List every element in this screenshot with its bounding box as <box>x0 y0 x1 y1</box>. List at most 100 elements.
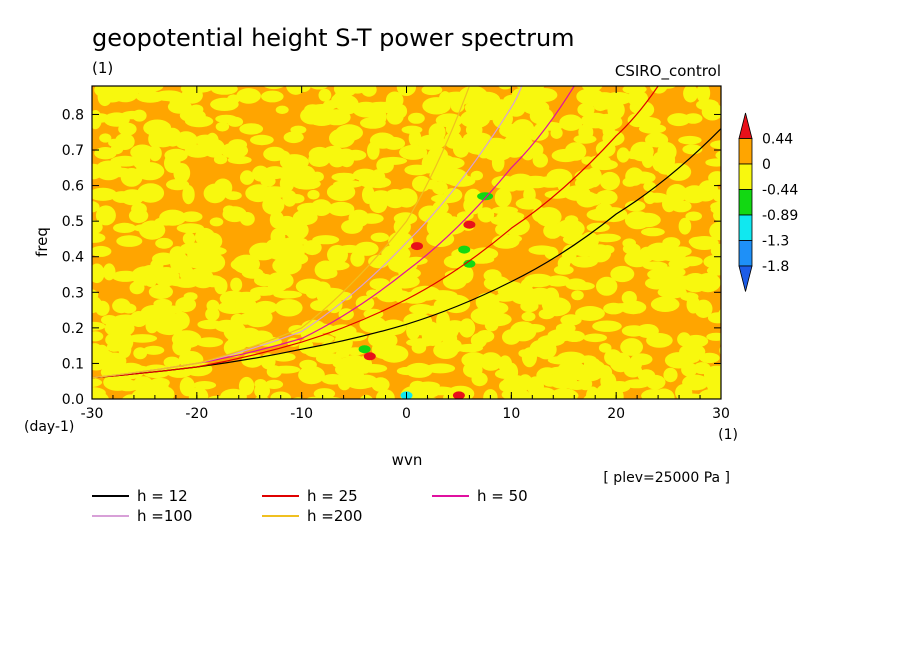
field-patch <box>595 190 618 205</box>
field-patch <box>358 213 384 224</box>
field-patch <box>214 277 228 295</box>
field-patch <box>719 363 721 373</box>
field-patch <box>719 280 721 286</box>
field-patch <box>412 175 431 192</box>
field-patch <box>152 252 176 266</box>
field-patch <box>386 109 404 125</box>
field-patch <box>483 389 498 399</box>
field-patch <box>289 194 305 204</box>
field-patch <box>203 232 223 250</box>
field-patch <box>521 391 551 399</box>
field-patch <box>724 114 738 130</box>
field-patch <box>376 389 395 399</box>
field-patch <box>710 243 721 258</box>
x-tick-label: -20 <box>185 406 208 422</box>
field-patch <box>715 150 721 160</box>
field-patch <box>220 142 249 159</box>
field-patch <box>592 320 622 332</box>
field-patch <box>369 195 388 214</box>
field-patch <box>521 347 538 368</box>
colorbar-swatch <box>738 214 753 241</box>
field-patch <box>203 138 225 158</box>
field-patch <box>231 401 243 414</box>
field-patch <box>159 209 187 226</box>
field-patch <box>610 265 635 283</box>
field-patch <box>502 329 521 345</box>
x-tick-label: 20 <box>607 406 625 422</box>
field-patch <box>484 319 499 332</box>
field-patch <box>713 209 721 222</box>
anomaly-red <box>411 242 423 251</box>
field-patch <box>698 388 721 399</box>
field-patch <box>523 273 554 288</box>
field-patch <box>706 265 721 276</box>
field-patch <box>99 133 112 143</box>
colorbar-label: -1.3 <box>762 234 789 250</box>
field-patch <box>154 386 175 399</box>
field-patch <box>629 400 651 413</box>
field-patch <box>538 308 555 320</box>
x-tick-label: 0 <box>402 406 411 422</box>
field-patch <box>121 303 137 314</box>
field-patch <box>207 395 226 399</box>
field-patch <box>678 217 692 235</box>
field-patch <box>529 107 554 125</box>
field-patch <box>148 284 173 300</box>
field-patch <box>455 343 483 353</box>
field-patch <box>95 205 116 226</box>
x-axis-label: wvn <box>392 451 423 469</box>
field-patch <box>250 134 274 146</box>
field-patch <box>322 109 351 126</box>
series-line <box>92 86 470 379</box>
field-patch <box>260 175 276 187</box>
field-patch <box>271 352 296 362</box>
colorbar: 0.44 0 -0.44 -0.89 -1.3 -1.8 <box>738 112 798 292</box>
field-patch <box>553 394 570 399</box>
field-patch <box>678 135 702 145</box>
legend-label: h = 12 <box>137 487 188 505</box>
field-patch <box>312 235 340 245</box>
field-patch <box>456 402 484 414</box>
field-patch <box>630 171 656 184</box>
y-tick-label: 0.8 <box>62 107 84 123</box>
field-patch <box>318 396 343 399</box>
field-patch <box>341 219 363 234</box>
field-patch <box>162 309 176 319</box>
field-patch <box>575 400 591 411</box>
x-axis-unit: (1) <box>718 427 738 443</box>
field-patch <box>555 219 585 239</box>
field-patch <box>624 249 651 268</box>
field-patch <box>154 316 185 336</box>
field-patch <box>181 86 203 104</box>
field-patch <box>643 181 657 192</box>
field-patch <box>458 318 476 338</box>
field-patch <box>520 300 539 313</box>
field-patch <box>421 327 444 346</box>
y-axis-label: freq <box>33 227 51 257</box>
field-patch <box>188 387 209 399</box>
field-patch <box>113 222 136 233</box>
field-patch <box>498 86 513 90</box>
field-patch <box>657 266 686 279</box>
field-patch <box>709 221 721 241</box>
field-patch <box>367 141 380 160</box>
field-patch <box>274 299 303 317</box>
field-patch <box>95 392 110 399</box>
y-tick-label: 0.3 <box>62 285 84 301</box>
field-patch <box>706 332 721 341</box>
field-patch <box>213 154 228 165</box>
field-patch <box>595 140 616 158</box>
x-tick-label: 10 <box>502 406 520 422</box>
field-patch <box>118 340 132 358</box>
field-patch <box>623 364 643 378</box>
field-patch <box>368 107 387 126</box>
field-patch <box>355 295 375 311</box>
field-patch <box>368 254 390 269</box>
field-patch <box>575 306 605 321</box>
field-patch <box>503 139 526 158</box>
field-patch <box>659 86 676 89</box>
field-patch <box>653 388 675 399</box>
field-patch <box>297 86 312 92</box>
legend: h = 12 h = 25 h = 50 h =100 h =200 <box>92 487 528 525</box>
